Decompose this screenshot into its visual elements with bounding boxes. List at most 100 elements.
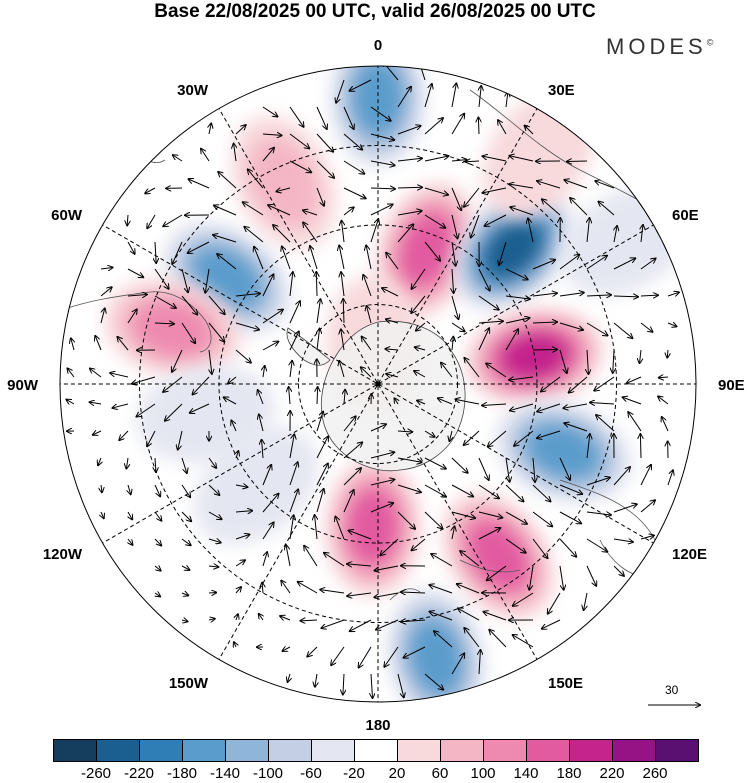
wind-vector [563,403,588,408]
wind-vector [128,484,131,494]
wind-vector [126,457,128,469]
wind-vector [100,268,113,269]
wind-vector [397,211,422,216]
wind-vector [451,457,468,473]
colorbar-tick-label: 260 [642,765,668,782]
wind-vector [316,412,323,432]
lon-label-90e: 90E [718,377,745,394]
wind-vector [451,214,458,238]
colorbar-segment [182,739,226,762]
lon-label-60w: 60W [51,207,83,224]
wind-vector [370,204,393,216]
wind-vector [451,241,456,266]
wind-vector [614,226,617,243]
wind-vector [224,397,237,405]
wind-vector [100,287,112,297]
wind-vector [533,457,535,482]
anomaly-contour [136,365,276,464]
wind-vector [316,160,334,178]
wind-vector [613,296,638,297]
wind-vector [640,500,655,513]
wind-vector [315,515,317,540]
meridian-line [210,94,546,674]
wind-vector [488,430,507,447]
wind-vector [628,412,642,432]
wind-vector [90,402,102,404]
wind-vector [289,515,294,540]
wind-vector [172,241,183,264]
wind-vector [586,478,610,486]
wind-vector [416,322,426,331]
wind-vector [316,187,324,206]
wind-vector [451,114,464,135]
wind-vector [290,272,293,297]
wind-vector [181,566,189,570]
wind-vector [343,299,344,324]
colorbar-tick-label: -20 [343,765,365,782]
wind-vector [101,511,104,518]
wind-vector [482,156,507,162]
wind-vector [147,214,156,228]
wind-vector [458,608,480,621]
wind-vector [154,484,160,496]
wind-vector [412,268,426,289]
wind-vector [127,241,135,254]
wind-vector [570,198,588,216]
wind-vector [559,511,581,523]
wind-vector [172,349,183,372]
wind-vector [208,457,216,468]
colorbar-tick-label: -100 [252,765,284,782]
latitude-circle [139,145,617,623]
wind-vector [350,79,372,91]
wind-vector [441,363,453,378]
anomaly-c06 [465,307,605,406]
wind-vector [110,373,129,378]
wind-vector [424,156,448,162]
wind-vector [599,202,615,216]
wind-vector [382,288,399,297]
wind-vector [586,565,596,586]
wind-vector [451,511,475,518]
wind-vector [321,619,345,628]
wind-vector [343,160,364,174]
wind-vector [154,566,161,571]
wind-vector [259,614,263,621]
wind-vector [667,323,676,326]
wind-vector [559,255,579,270]
wind-vector [290,361,292,378]
colorbar-segment [440,739,484,762]
wind-vector [289,133,309,148]
wind-vector [613,258,635,270]
wind-vector [262,465,271,486]
wind-vector [385,349,399,350]
wind-vector [466,161,480,162]
wind-vector [288,673,290,682]
wind-vector [289,434,294,459]
wind-vector [201,149,210,162]
wind-vector [613,504,637,513]
wind-vector [343,133,362,150]
anomaly-c12 [136,365,276,464]
wind-vector [234,642,236,647]
wind-vector [90,368,102,378]
wind-vector [537,181,561,189]
wind-vector [315,673,317,687]
wind-vector [127,214,128,225]
wind-vector [66,400,75,404]
wind-vector [289,387,290,405]
wind-vector [254,247,264,270]
wind-vector [667,292,679,296]
wind-vector [594,376,615,391]
wind-vector [344,390,345,405]
wind-vector [370,452,394,459]
wind-vector [498,120,507,135]
wind-vector [262,440,263,459]
wind-vector [347,593,372,596]
wind-vector [397,457,422,462]
wind-vector [286,545,291,567]
wind-vector [595,181,615,189]
wind-vector [386,253,399,270]
wind-vector [310,246,318,270]
wind-vector [397,511,415,529]
